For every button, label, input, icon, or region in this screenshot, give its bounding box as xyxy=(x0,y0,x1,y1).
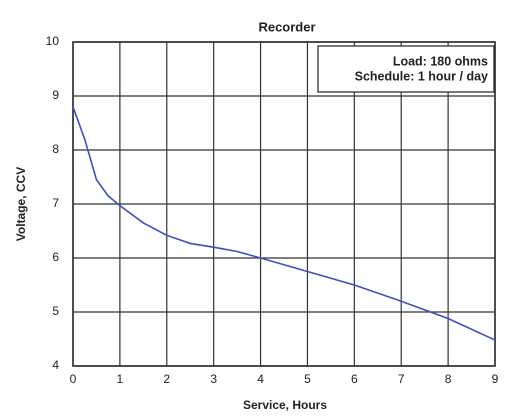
x-tick-label: 2 xyxy=(163,372,170,386)
x-tick-label: 1 xyxy=(117,372,124,386)
y-tick-label: 4 xyxy=(52,358,59,372)
chart-title: Recorder xyxy=(258,19,315,34)
y-tick-label: 5 xyxy=(52,304,59,318)
x-tick-label: 4 xyxy=(257,372,264,386)
y-tick-label: 9 xyxy=(52,88,59,102)
x-tick-label: 9 xyxy=(492,372,499,386)
x-tick-label: 3 xyxy=(210,372,217,386)
y-axis-label: Voltage, CCV xyxy=(14,167,28,241)
x-tick-label: 8 xyxy=(445,372,452,386)
x-tick-label: 6 xyxy=(351,372,358,386)
annotation: Schedule: 1 hour / day xyxy=(355,69,488,83)
annotation-box xyxy=(317,45,495,93)
x-axis-label: Service, Hours xyxy=(243,398,327,412)
annotation: Load: 180 ohms xyxy=(393,54,488,68)
x-tick-label: 7 xyxy=(398,372,405,386)
y-tick-label: 6 xyxy=(52,250,59,264)
y-tick-label: 10 xyxy=(46,34,60,48)
x-tick-label: 0 xyxy=(70,372,77,386)
x-tick-label: 5 xyxy=(304,372,311,386)
y-tick-label: 7 xyxy=(52,196,59,210)
data-line xyxy=(72,106,496,341)
y-tick-label: 8 xyxy=(52,142,59,156)
